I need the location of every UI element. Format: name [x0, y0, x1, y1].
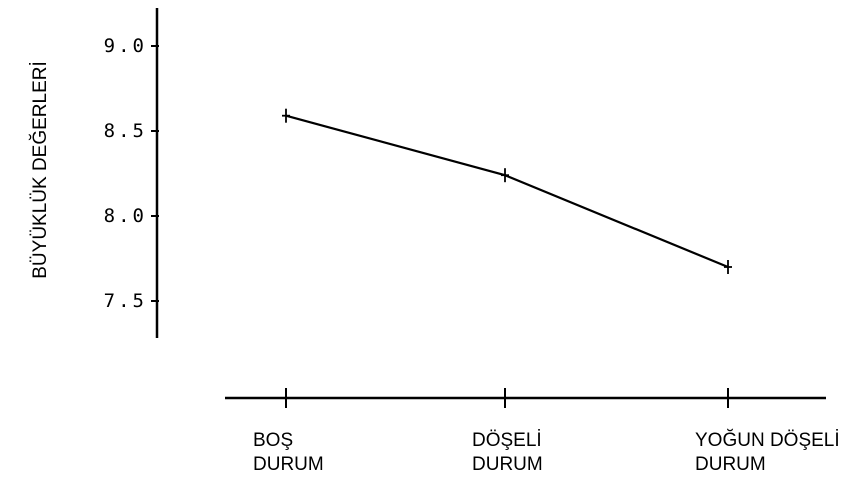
- y-ticks: 9.0 8.5 8.0 7.5: [104, 35, 159, 312]
- y-tick-label: 8.0: [104, 205, 147, 227]
- x-tick-label: YOĞUN DÖŞELİ DURUM: [695, 429, 840, 475]
- x-tick-label: BOŞ DURUM: [253, 430, 324, 475]
- series-group: [282, 108, 732, 274]
- y-axis-label: BÜYÜKLÜK DEĞERLERİ: [29, 61, 51, 279]
- x-ticks: BOŞ DURUM DÖŞELİ DURUM YOĞUN DÖŞELİ DURUM: [253, 388, 840, 475]
- y-tick-label: 8.5: [104, 120, 147, 142]
- x-tick-label: DÖŞELİ DURUM: [472, 430, 543, 475]
- y-tick-label: 7.5: [104, 290, 147, 312]
- y-tick-label: 9.0: [104, 35, 147, 57]
- series-line: [285, 114, 729, 269]
